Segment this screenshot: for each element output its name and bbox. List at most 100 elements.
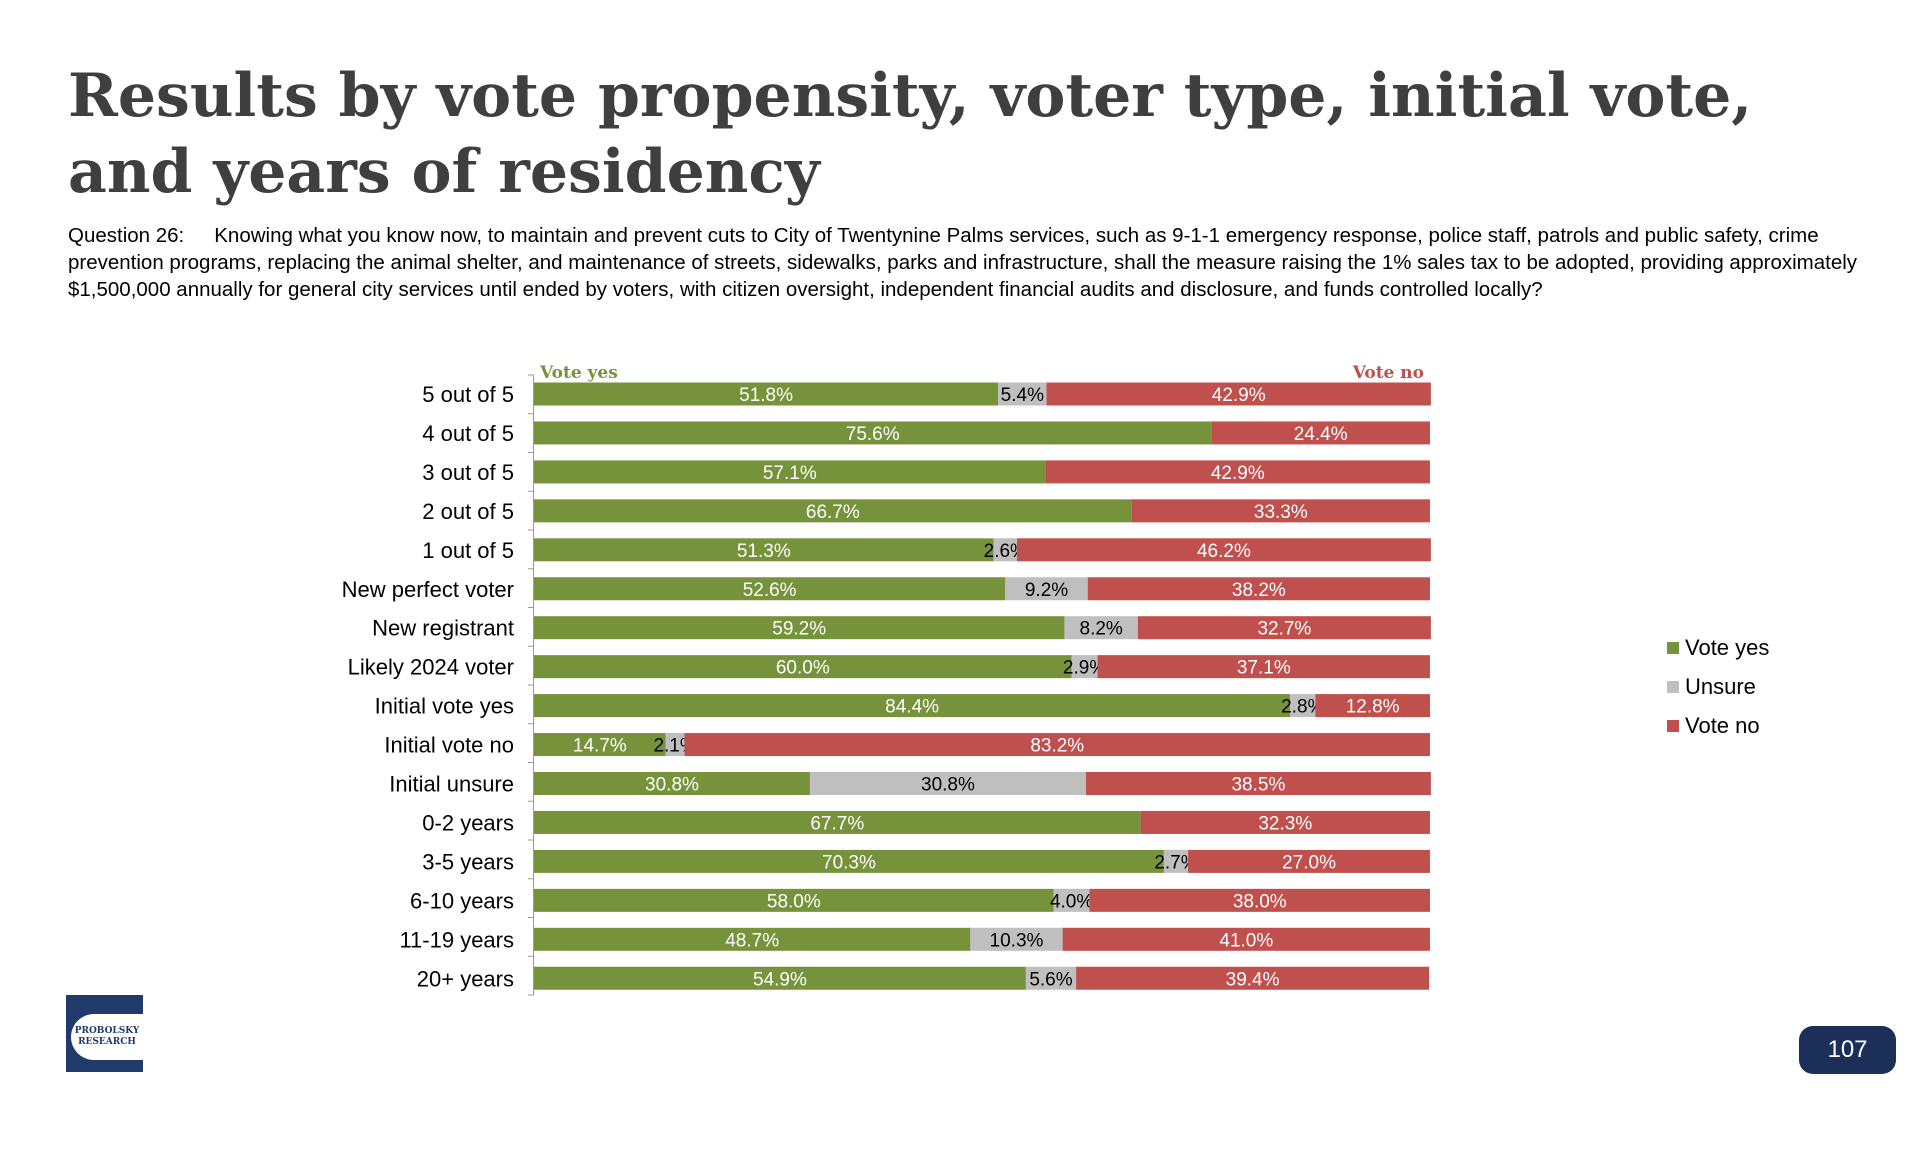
category-label-1-out-of-5: 1 out of 5 [422,538,514,563]
legend-swatch-unsure [1667,680,1679,693]
probolsky-logo: PROBOLSKY RESEARCH [66,995,143,1072]
bar-vote-no-5-out-of-5 [1046,382,1431,406]
legend-label-unsure: Unsure [1685,674,1756,699]
data-label-unsure-1-out-of-5: 2.6% [984,541,1027,562]
category-label-11-19-years: 11-19 years [399,927,514,952]
bar-vote-no-4-out-of-5 [1211,421,1430,445]
legend-item-vote-yes: Vote yes [1667,628,1769,667]
category-label-2-out-of-5: 2 out of 5 [422,499,514,524]
data-label-vote-no-3-5-years: 27.0% [1282,852,1336,873]
category-label-20-years: 20+ years [417,966,514,991]
data-label-vote-no-initial-unsure: 38.5% [1231,775,1285,796]
bar-vote-no-3-5-years [1188,849,1430,873]
chart-legend: Vote yes Unsure Vote no [1667,628,1769,745]
data-label-unsure-new-registrant: 8.2% [1080,619,1123,640]
bar-unsure-initial-vote-yes [1290,694,1316,718]
header-vote-no: Vote no [1352,363,1424,383]
data-label-unsure-5-out-of-5: 5.4% [1001,385,1044,406]
data-label-unsure-3-5-years: 2.7% [1154,852,1197,873]
data-label-vote-no-1-out-of-5: 46.2% [1197,541,1251,562]
bar-vote-yes-11-19-years [534,927,971,951]
bar-vote-yes-initial-vote-no [534,733,666,757]
data-label-vote-no-4-out-of-5: 24.4% [1294,424,1348,445]
data-label-vote-no-0-2-years: 32.3% [1258,813,1312,834]
data-label-vote-yes-likely-2024-voter: 60.0% [776,658,830,679]
bar-vote-no-20-years [1076,966,1430,990]
logo-text-line-2: RESEARCH [78,1037,136,1047]
category-label-4-out-of-5: 4 out of 5 [422,421,514,446]
data-label-unsure-6-10-years: 4.0% [1050,891,1093,912]
legend-swatch-vote-yes [1667,641,1679,654]
data-label-vote-yes-2-out-of-5: 66.7% [806,502,860,523]
data-label-vote-yes-3-out-of-5: 57.1% [763,463,817,484]
category-label-new-registrant: New registrant [372,616,514,641]
bar-vote-no-initial-vote-no [684,733,1430,757]
legend-swatch-vote-no [1667,719,1679,732]
data-label-vote-yes-0-2-years: 67.7% [810,813,864,834]
data-label-vote-no-6-10-years: 38.0% [1233,891,1287,912]
logo-wordmark: PROBOLSKY RESEARCH [71,1014,143,1060]
bar-unsure-1-out-of-5 [993,538,1017,562]
title-line-2: and years of residency [68,137,820,207]
data-label-unsure-initial-vote-yes: 2.8% [1281,697,1324,718]
data-label-vote-yes-1-out-of-5: 51.3% [737,541,791,562]
bar-vote-no-likely-2024-voter [1097,655,1430,679]
data-label-vote-yes-initial-unsure: 30.8% [645,775,699,796]
data-label-vote-yes-initial-vote-yes: 84.4% [885,697,939,718]
bar-vote-yes-initial-vote-yes [534,694,1291,718]
bar-vote-no-new-registrant [1137,616,1431,640]
bar-vote-yes-20-years [534,966,1026,990]
data-label-vote-no-new-perfect-voter: 38.2% [1232,580,1286,601]
data-label-vote-yes-11-19-years: 48.7% [725,930,779,951]
legend-label-vote-no: Vote no [1685,713,1760,738]
stacked-bar-chart: Vote yes Vote no 5 out of 5 51.8% 5.4% 42.9% 4… [342,363,1431,996]
bar-unsure-initial-unsure [809,772,1086,795]
question-body: Knowing what you know now, to maintain a… [68,224,1858,301]
data-label-vote-no-likely-2024-voter: 37.1% [1237,658,1291,679]
data-label-unsure-initial-unsure: 30.8% [921,775,975,796]
bar-vote-yes-2-out-of-5 [534,499,1132,523]
page-number-badge: 107 [1799,1026,1896,1074]
bar-vote-no-initial-unsure [1085,772,1431,795]
data-label-vote-yes-6-10-years: 58.0% [767,891,821,912]
bar-vote-yes-3-5-years [534,849,1164,873]
legend-item-unsure: Unsure [1667,667,1769,706]
data-label-unsure-20-years: 5.6% [1029,969,1072,990]
question-label: Question 26: [68,224,185,247]
bar-vote-yes-6-10-years [534,888,1054,912]
bar-vote-yes-0-2-years [534,810,1141,834]
data-label-vote-yes-3-5-years: 70.3% [822,852,876,873]
data-label-vote-no-2-out-of-5: 33.3% [1254,502,1308,523]
bar-vote-no-0-2-years [1140,810,1430,834]
category-label-initial-vote-no: Initial vote no [384,733,514,758]
data-label-vote-yes-4-out-of-5: 75.6% [846,424,900,445]
data-label-vote-yes-new-registrant: 59.2% [772,619,826,640]
bar-vote-yes-1-out-of-5 [534,538,994,562]
data-label-vote-yes-initial-vote-no: 14.7% [573,736,627,757]
category-label-6-10-years: 6-10 years [410,888,514,913]
bar-vote-yes-3-out-of-5 [534,460,1046,484]
bar-unsure-5-out-of-5 [998,382,1047,406]
title-line-1: Results by vote propensity, voter type, … [68,61,1753,131]
data-label-vote-no-initial-vote-yes: 12.8% [1346,697,1400,718]
bar-unsure-20-years [1025,966,1077,990]
bar-vote-no-initial-vote-yes [1315,694,1430,718]
bar-vote-no-3-out-of-5 [1045,460,1430,484]
category-label-initial-unsure: Initial unsure [389,772,514,797]
data-label-vote-no-11-19-years: 41.0% [1219,930,1273,951]
bar-vote-yes-new-registrant [534,616,1065,640]
data-label-vote-no-initial-vote-no: 83.2% [1030,736,1084,757]
legend-label-vote-yes: Vote yes [1685,635,1770,660]
header-vote-yes: Vote yes [539,363,618,383]
bar-unsure-likely-2024-voter [1071,655,1098,679]
data-label-unsure-11-19-years: 10.3% [990,930,1044,951]
bar-unsure-new-perfect-voter [1005,577,1088,601]
page-title: Results by vote propensity, voter type, … [68,58,1868,210]
logo-text-line-1: PROBOLSKY [74,1026,140,1036]
data-label-vote-no-5-out-of-5: 42.9% [1212,385,1266,406]
bar-vote-no-2-out-of-5 [1131,499,1430,523]
page-number: 107 [1827,1036,1868,1063]
category-label-0-2-years: 0-2 years [422,810,514,835]
bar-vote-yes-4-out-of-5 [534,421,1212,445]
data-label-vote-yes-5-out-of-5: 51.8% [739,385,793,406]
